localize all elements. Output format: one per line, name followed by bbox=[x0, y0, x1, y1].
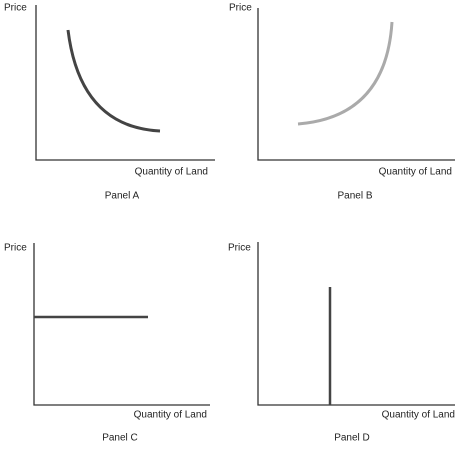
axes bbox=[33, 243, 210, 406]
x-label: Quantity of Land bbox=[135, 167, 208, 178]
axes bbox=[35, 5, 215, 161]
y-label: Price bbox=[229, 3, 252, 14]
panel-a: Price Quantity of Land Panel A bbox=[4, 3, 215, 202]
x-label: Quantity of Land bbox=[382, 410, 455, 421]
axes bbox=[257, 242, 455, 406]
panel-d: Price Quantity of Land Panel D bbox=[228, 242, 455, 444]
y-label: Price bbox=[4, 3, 27, 14]
panel-b: Price Quantity of Land Panel B bbox=[229, 3, 455, 202]
curve bbox=[66, 29, 161, 133]
axes bbox=[257, 8, 455, 161]
y-label: Price bbox=[228, 243, 251, 254]
panel-c: Price Quantity of Land Panel C bbox=[4, 243, 210, 444]
caption: Panel D bbox=[334, 433, 370, 444]
curve bbox=[297, 21, 394, 126]
x-label: Quantity of Land bbox=[379, 167, 452, 178]
caption: Panel C bbox=[102, 433, 138, 444]
x-label: Quantity of Land bbox=[134, 410, 207, 421]
y-label: Price bbox=[4, 243, 27, 254]
caption: Panel B bbox=[337, 191, 372, 202]
caption: Panel A bbox=[105, 191, 140, 202]
